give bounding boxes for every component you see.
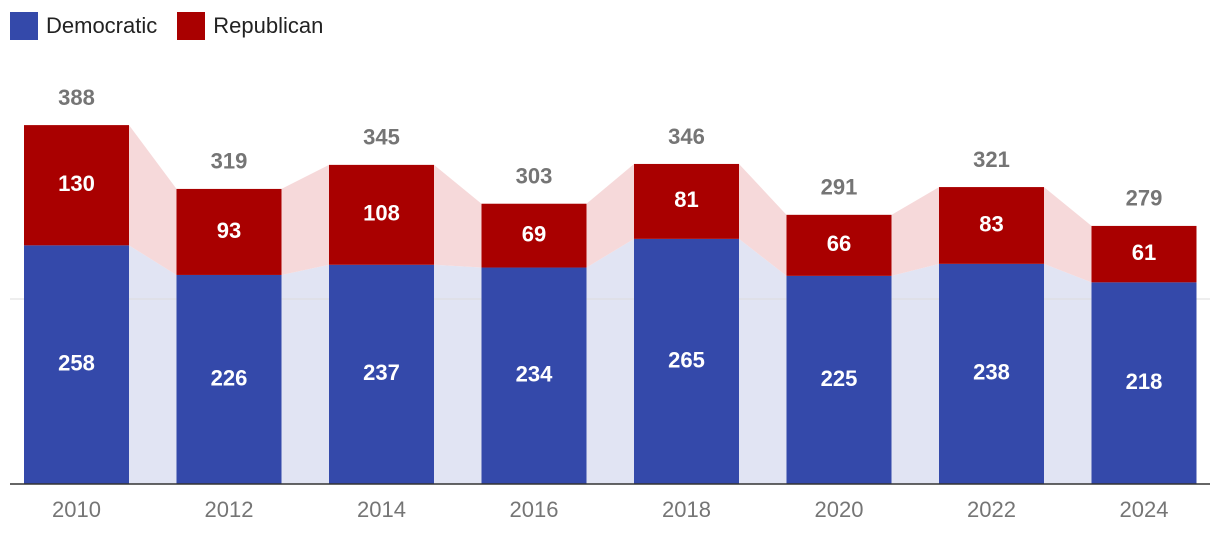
data-label-republican: 108 — [363, 201, 400, 226]
legend-swatch-democratic — [10, 12, 38, 40]
connector-band-republican — [891, 187, 939, 276]
data-labels: 258 130 388 226 93 319 237 108 345 234 69 303 265 81 3… — [58, 85, 1162, 394]
total-label: 279 — [1126, 186, 1163, 211]
x-tick-label: 2024 — [1120, 497, 1169, 522]
total-label: 345 — [363, 125, 400, 150]
x-tick-label: 2022 — [967, 497, 1016, 522]
data-label-democratic: 237 — [363, 360, 400, 385]
connector-band-democratic — [281, 264, 329, 484]
total-label: 319 — [211, 149, 248, 174]
data-label-democratic: 218 — [1126, 369, 1163, 394]
data-label-democratic: 265 — [668, 347, 705, 372]
x-tick-label: 2010 — [52, 497, 101, 522]
connector-band-republican — [739, 163, 787, 276]
connector-band-republican — [586, 163, 634, 268]
total-label: 303 — [516, 164, 553, 189]
legend-label-democratic: Democratic — [46, 13, 158, 38]
legend: Democratic Republican — [10, 12, 323, 40]
legend-label-republican: Republican — [213, 13, 324, 38]
bar-republican — [939, 187, 1044, 264]
x-tick-label: 2020 — [815, 497, 864, 522]
connector-band-republican — [129, 125, 177, 275]
data-label-democratic: 225 — [821, 366, 858, 391]
connector-band-democratic — [434, 264, 482, 484]
bar-republican — [634, 163, 739, 239]
legend-item-democratic: Democratic — [10, 12, 157, 40]
data-label-republican: 61 — [1132, 240, 1156, 265]
total-label: 291 — [821, 175, 858, 200]
bar-republican — [481, 203, 587, 268]
bar-democratic — [939, 263, 1044, 484]
bar-republican — [24, 125, 129, 246]
connector-band-democratic — [586, 238, 634, 484]
x-axis: 2010 2012 2014 2016 2018 2020 2022 2024 — [10, 483, 1210, 522]
bar-democratic — [786, 275, 892, 484]
connector-band-democratic — [1044, 263, 1092, 484]
data-label-republican: 69 — [522, 221, 546, 246]
data-label-republican: 83 — [979, 211, 1003, 236]
x-tick-label: 2018 — [662, 497, 711, 522]
data-label-democratic: 226 — [211, 365, 248, 390]
total-label: 321 — [973, 147, 1010, 172]
connector-band-democratic — [129, 245, 177, 484]
bars — [24, 125, 1197, 484]
bar-democratic — [1091, 282, 1197, 484]
data-label-democratic: 234 — [516, 362, 553, 387]
data-label-democratic: 258 — [58, 350, 95, 375]
connector-band-republican — [281, 164, 329, 275]
x-tick-label: 2016 — [510, 497, 559, 522]
bar-republican — [1091, 225, 1197, 283]
bar-democratic — [24, 245, 129, 484]
data-label-republican: 81 — [674, 187, 698, 212]
data-label-republican: 66 — [827, 231, 851, 256]
data-label-republican: 130 — [58, 171, 95, 196]
bar-democratic — [176, 274, 282, 484]
data-label-democratic: 238 — [973, 360, 1010, 385]
connector-band-republican — [1044, 187, 1092, 283]
x-tick-label: 2014 — [357, 497, 406, 522]
bar-democratic — [481, 267, 587, 484]
connector-band-democratic — [891, 263, 939, 484]
x-tick-label: 2012 — [205, 497, 254, 522]
bar-democratic — [329, 264, 434, 484]
legend-item-republican: Republican — [177, 12, 323, 40]
bar-republican — [176, 188, 282, 275]
data-label-republican: 93 — [217, 218, 241, 243]
connector-band-democratic — [739, 238, 787, 484]
bar-republican — [329, 164, 434, 265]
bar-democratic — [634, 238, 739, 484]
legend-swatch-republican — [177, 12, 206, 40]
connector-band-republican — [434, 164, 482, 268]
bar-republican — [786, 214, 892, 276]
total-label: 346 — [668, 124, 705, 149]
total-label: 388 — [58, 85, 95, 110]
connector-bands — [129, 125, 1092, 484]
